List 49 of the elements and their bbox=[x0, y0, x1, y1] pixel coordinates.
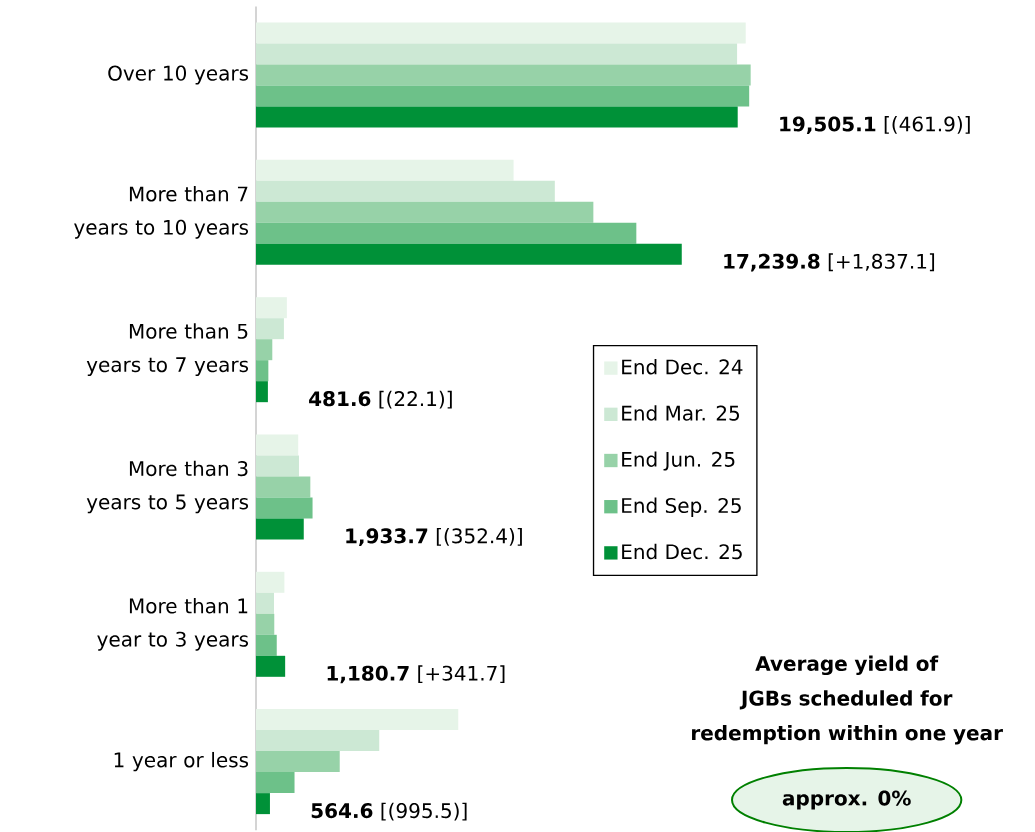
bar bbox=[256, 159, 514, 181]
legend-label: End Dec. 24 bbox=[622, 359, 743, 375]
data-label: 1,180.7 [+341.7] bbox=[327, 665, 505, 684]
bar bbox=[256, 222, 637, 244]
bar bbox=[256, 85, 750, 107]
legend-label: End Dec. 25 bbox=[622, 543, 742, 560]
bar bbox=[256, 571, 285, 593]
bar bbox=[256, 180, 555, 202]
y-tick-label: More than 5 years to 7 years bbox=[86, 323, 249, 377]
legend-label: End Sep. 25 bbox=[622, 497, 741, 517]
bar bbox=[256, 455, 299, 477]
bar bbox=[256, 772, 295, 794]
annotation: Average yield of JGBs scheduled for redemption within one year bbox=[692, 655, 1003, 745]
bar bbox=[256, 634, 277, 656]
y-tick-label: More than 1 year to 3 years bbox=[97, 597, 249, 651]
data-label: 564.6 [(995.5)] bbox=[311, 802, 467, 821]
data-label: 17,239.8 [+1,837.1] bbox=[724, 253, 935, 272]
legend-label: End Mar. 25 bbox=[622, 405, 739, 421]
y-tick-label: Over 10 years bbox=[108, 65, 249, 85]
legend-label: End Jun. 25 bbox=[622, 451, 735, 471]
data-label: 481.6 [(22.1)] bbox=[309, 390, 452, 409]
bar bbox=[256, 751, 340, 773]
data-label: 1,933.7 [(352.4)] bbox=[346, 527, 522, 547]
bar bbox=[256, 318, 284, 340]
bar bbox=[256, 360, 269, 382]
bar bbox=[256, 793, 270, 815]
bar bbox=[256, 730, 380, 752]
y-tick-label: More than 3 years to 5 years bbox=[86, 460, 249, 514]
data-label: 19,505.1 [(461.9)] bbox=[780, 116, 970, 135]
bar bbox=[256, 434, 299, 456]
bar bbox=[256, 497, 313, 519]
bar bbox=[256, 43, 738, 65]
bar bbox=[256, 655, 286, 677]
y-tick-label: More than 7 years to 10 years bbox=[74, 186, 249, 239]
bar bbox=[256, 64, 751, 86]
bar bbox=[256, 339, 273, 361]
bar bbox=[256, 518, 304, 540]
bar bbox=[256, 613, 275, 635]
bar bbox=[256, 709, 459, 731]
bar bbox=[256, 297, 287, 319]
bar bbox=[256, 201, 594, 223]
text: approx. 0% bbox=[782, 790, 911, 810]
bar bbox=[256, 22, 746, 44]
bar bbox=[256, 476, 311, 498]
y-tick-label: 1 year or less bbox=[114, 751, 249, 772]
bar bbox=[256, 106, 738, 128]
bar bbox=[256, 381, 268, 403]
bar bbox=[256, 243, 682, 265]
bar bbox=[256, 592, 275, 614]
